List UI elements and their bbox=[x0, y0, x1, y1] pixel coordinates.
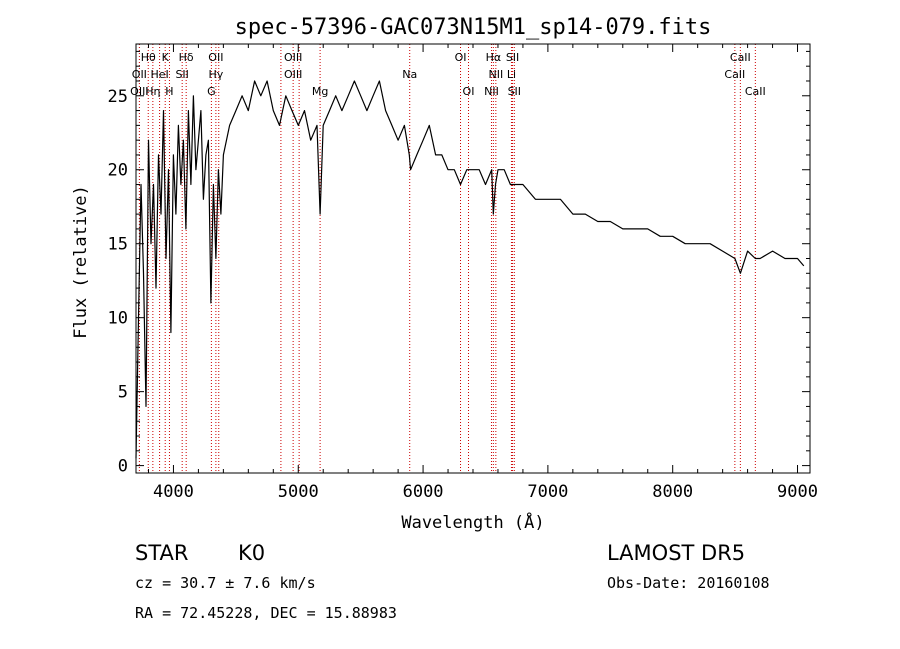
x-tick-label: 5000 bbox=[278, 482, 319, 502]
spectral-line-label: OI bbox=[463, 85, 475, 98]
spectral-line-label: SII bbox=[506, 51, 519, 64]
spectrum-line bbox=[135, 80, 805, 459]
spectral-line-label: Hα bbox=[486, 51, 502, 64]
spectral-line-label: CaII bbox=[745, 85, 766, 98]
x-tick-label: 7000 bbox=[527, 482, 568, 502]
y-tick-label: 15 bbox=[108, 235, 128, 255]
spectral-line-label: K bbox=[162, 51, 170, 64]
sky-coordinates: RA = 72.45228, DEC = 15.88983 bbox=[135, 604, 397, 622]
x-tick-label: 4000 bbox=[153, 482, 194, 502]
spectral-line-label: OIII bbox=[284, 51, 302, 64]
y-axis-label: Flux (relative) bbox=[71, 185, 91, 339]
spectral-line-label: G bbox=[207, 85, 216, 98]
spectral-line-label: OIII bbox=[284, 68, 302, 81]
y-tick-label: 20 bbox=[108, 161, 128, 181]
y-tick-label: 5 bbox=[118, 383, 128, 403]
spectral-line-label: SII bbox=[175, 68, 188, 81]
y-tick-label: 25 bbox=[108, 87, 128, 107]
x-tick-label: 9000 bbox=[777, 482, 818, 502]
spectral-line-label: NII bbox=[488, 68, 503, 81]
axis-ticks: 4000 5000 6000 7000 8000 9000 0 5 10 15 20 25 bbox=[108, 44, 818, 502]
spectral-line-label: Hθ bbox=[141, 51, 156, 64]
chart-title: spec-57396-GAC073N15M1_sp14-079.fits bbox=[235, 15, 712, 40]
spectral-line-label: Li bbox=[507, 68, 516, 81]
spectral-line-label: Mg bbox=[312, 85, 328, 98]
spectral-line-label: NII bbox=[484, 85, 499, 98]
line-markers bbox=[138, 44, 756, 473]
spectral-line-label: HeI bbox=[150, 68, 168, 81]
spectral-line-label: Hγ bbox=[208, 68, 223, 81]
spectral-line-label: Hδ bbox=[179, 51, 194, 64]
y-tick-label: 0 bbox=[118, 457, 128, 477]
survey-name: LAMOST DR5 bbox=[607, 541, 746, 565]
observation-date: Obs-Date: 20160108 bbox=[607, 574, 770, 592]
spectrum-series bbox=[135, 80, 805, 459]
spectral-line-label: CaII bbox=[730, 51, 751, 64]
spectral-line-label: OI bbox=[455, 51, 467, 64]
spectral-line-label: OIII bbox=[130, 85, 148, 98]
spectral-line-label: Hη bbox=[145, 85, 160, 98]
spectral-line-label: OII bbox=[208, 51, 223, 64]
spectral-line-label: OII bbox=[132, 68, 147, 81]
spectral-line-label: CaII bbox=[724, 68, 745, 81]
object-class: STAR bbox=[135, 541, 189, 565]
spectral-line-label: Na bbox=[402, 68, 417, 81]
spectral-line-label: SII bbox=[508, 85, 521, 98]
x-tick-label: 6000 bbox=[403, 482, 444, 502]
object-subclass: K0 bbox=[238, 541, 266, 565]
y-tick-label: 10 bbox=[108, 309, 128, 329]
redshift-velocity: cz = 30.7 ± 7.6 km/s bbox=[135, 574, 316, 592]
spectral-line-label: H bbox=[165, 85, 173, 98]
x-axis-label: Wavelength (Å) bbox=[401, 511, 544, 533]
x-tick-label: 8000 bbox=[652, 482, 693, 502]
